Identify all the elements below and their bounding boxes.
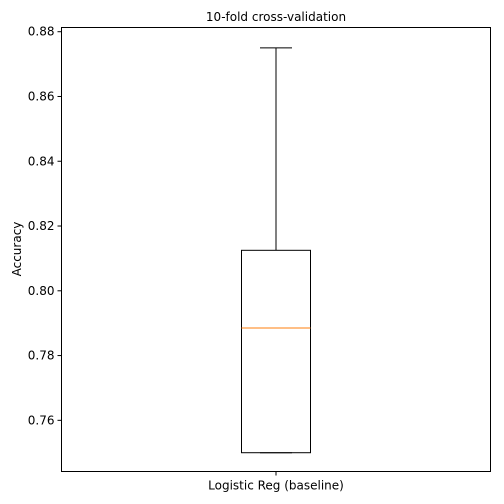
y-tick-label: 0.78	[28, 349, 55, 363]
y-axis-ticks: 0.76 0.78 0.80 0.82 0.84 0.86 0.88	[28, 25, 62, 427]
y-tick-label: 0.80	[28, 284, 55, 298]
y-tick-label: 0.76	[28, 413, 55, 427]
y-tick-label: 0.84	[28, 154, 55, 168]
x-axis-ticks: Logistic Reg (baseline)	[208, 471, 344, 493]
chart-title: 10-fold cross-validation	[206, 10, 346, 24]
y-tick-label: 0.86	[28, 89, 55, 103]
box-iqr	[241, 249, 311, 454]
y-tick-label: 0.82	[28, 219, 55, 233]
plot-area-frame	[61, 27, 491, 472]
box-series	[241, 47, 311, 454]
y-axis-label: Accuracy	[10, 222, 24, 277]
y-tick-label: 0.88	[28, 25, 55, 39]
x-tick-label: Logistic Reg (baseline)	[208, 479, 344, 493]
